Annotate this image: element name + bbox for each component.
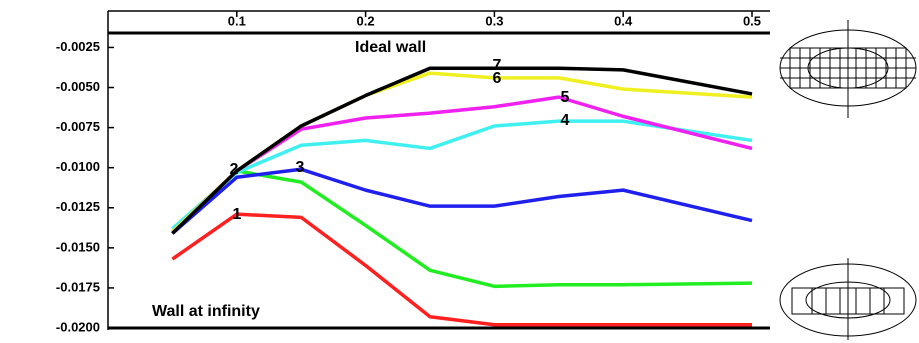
chart: Ideal wall Wall at infinity 0.1 0.2 0.3 0.4… xyxy=(0,0,919,343)
series-line xyxy=(172,171,752,286)
series-line xyxy=(172,73,752,232)
annotation: Ideal wall xyxy=(355,39,426,56)
torus-icon-top xyxy=(780,20,916,118)
x-tick-label: 0.4 xyxy=(614,13,633,28)
x-tick-label: 0.3 xyxy=(485,13,503,28)
series-line xyxy=(172,169,752,233)
y-tick-label: -0.0125 xyxy=(56,199,100,214)
annotation: Wall at infinity xyxy=(152,303,260,320)
series-label: 5 xyxy=(561,89,570,106)
y-tick-label: -0.0175 xyxy=(56,279,100,294)
y-tick-label: -0.0150 xyxy=(56,239,100,254)
y-tick-label: -0.0200 xyxy=(56,319,100,334)
series-label: 4 xyxy=(561,112,570,129)
x-tick-label: 0.1 xyxy=(228,13,246,28)
y-tick-label: -0.0050 xyxy=(56,79,100,94)
y-tick-label: -0.0025 xyxy=(56,39,100,54)
series-label: 3 xyxy=(296,159,305,176)
series-label: 1 xyxy=(233,206,242,223)
torus-icon-bottom xyxy=(780,258,916,340)
series-label: 7 xyxy=(493,57,502,74)
series-label: 2 xyxy=(230,161,239,178)
x-tick-label: 0.5 xyxy=(743,13,761,28)
y-tick-label: -0.0100 xyxy=(56,159,100,174)
x-tick-label: 0.2 xyxy=(357,13,375,28)
y-tick-label: -0.0075 xyxy=(56,119,100,134)
